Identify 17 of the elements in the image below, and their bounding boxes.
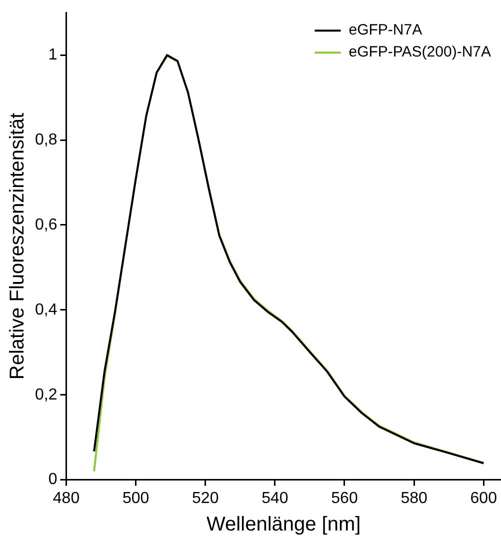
legend-label: eGFP-N7A — [348, 22, 422, 39]
x-tick-label: 480 — [52, 490, 80, 507]
legend-label: eGFP-PAS(200)-N7A — [348, 44, 491, 61]
x-tick-label: 600 — [470, 490, 498, 507]
x-tick-label: 520 — [192, 490, 219, 507]
x-tick-label: 560 — [331, 490, 358, 507]
y-axis-title: Relative Fluoreszenzintensität — [6, 112, 29, 380]
y-tick-label: 1 — [48, 46, 58, 64]
y-tick-label: 0,6 — [34, 216, 58, 234]
y-tick-label: 0,2 — [34, 386, 58, 404]
y-tick-label: 0 — [48, 471, 58, 488]
x-tick-label: 500 — [122, 490, 150, 507]
y-tick-label: 0,8 — [34, 131, 58, 148]
x-tick-label: 580 — [400, 490, 428, 507]
x-axis-title: Wellenlänge [nm] — [206, 514, 361, 536]
x-tick-label: 540 — [262, 490, 288, 507]
y-tick-label: 0,4 — [34, 301, 58, 318]
